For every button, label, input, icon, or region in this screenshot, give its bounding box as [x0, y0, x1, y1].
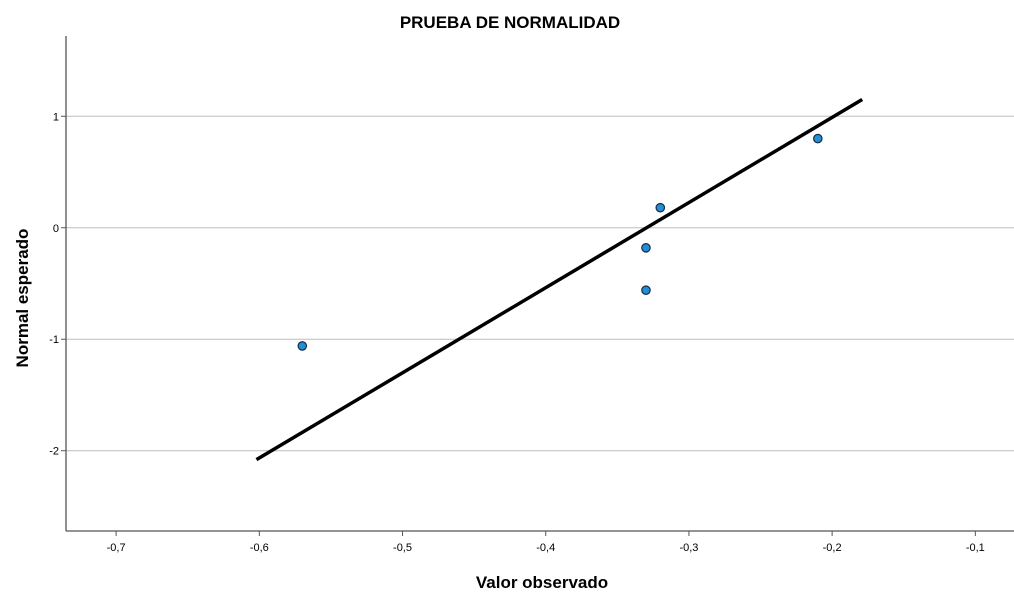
tick-labels: 1 0 -1 -2 -0,7 -0,6 -0,5 -0,4 -0,3 -0,2 -0,1 [49, 111, 985, 554]
reference-line-group [255, 98, 864, 462]
data-point [297, 341, 308, 351]
x-tick-label: -0,5 [393, 542, 412, 554]
y-tick-label: -2 [49, 446, 59, 458]
x-axis-title: Valor observado [476, 573, 608, 592]
x-tick-label: -0,2 [823, 542, 842, 554]
x-tick-label: -0,7 [107, 542, 126, 554]
data-point [813, 133, 823, 144]
x-tick-label: -0,1 [966, 542, 985, 554]
x-tick-label: -0,4 [536, 542, 555, 554]
y-tick-label: 1 [53, 111, 59, 123]
x-tick-label: -0,3 [679, 542, 698, 554]
data-point [641, 243, 651, 253]
y-axis-title: Normal esperado [13, 229, 32, 368]
y-tick-label: -1 [49, 334, 59, 346]
gridlines [66, 115, 1014, 452]
data-points [297, 133, 823, 351]
chart-title: PRUEBA DE NORMALIDAD [400, 13, 620, 32]
axes [61, 36, 1014, 536]
reference-line [255, 98, 864, 462]
y-tick-label: 0 [53, 223, 59, 235]
data-point [655, 202, 666, 213]
data-point [641, 285, 651, 295]
x-tick-label: -0,6 [250, 542, 269, 554]
